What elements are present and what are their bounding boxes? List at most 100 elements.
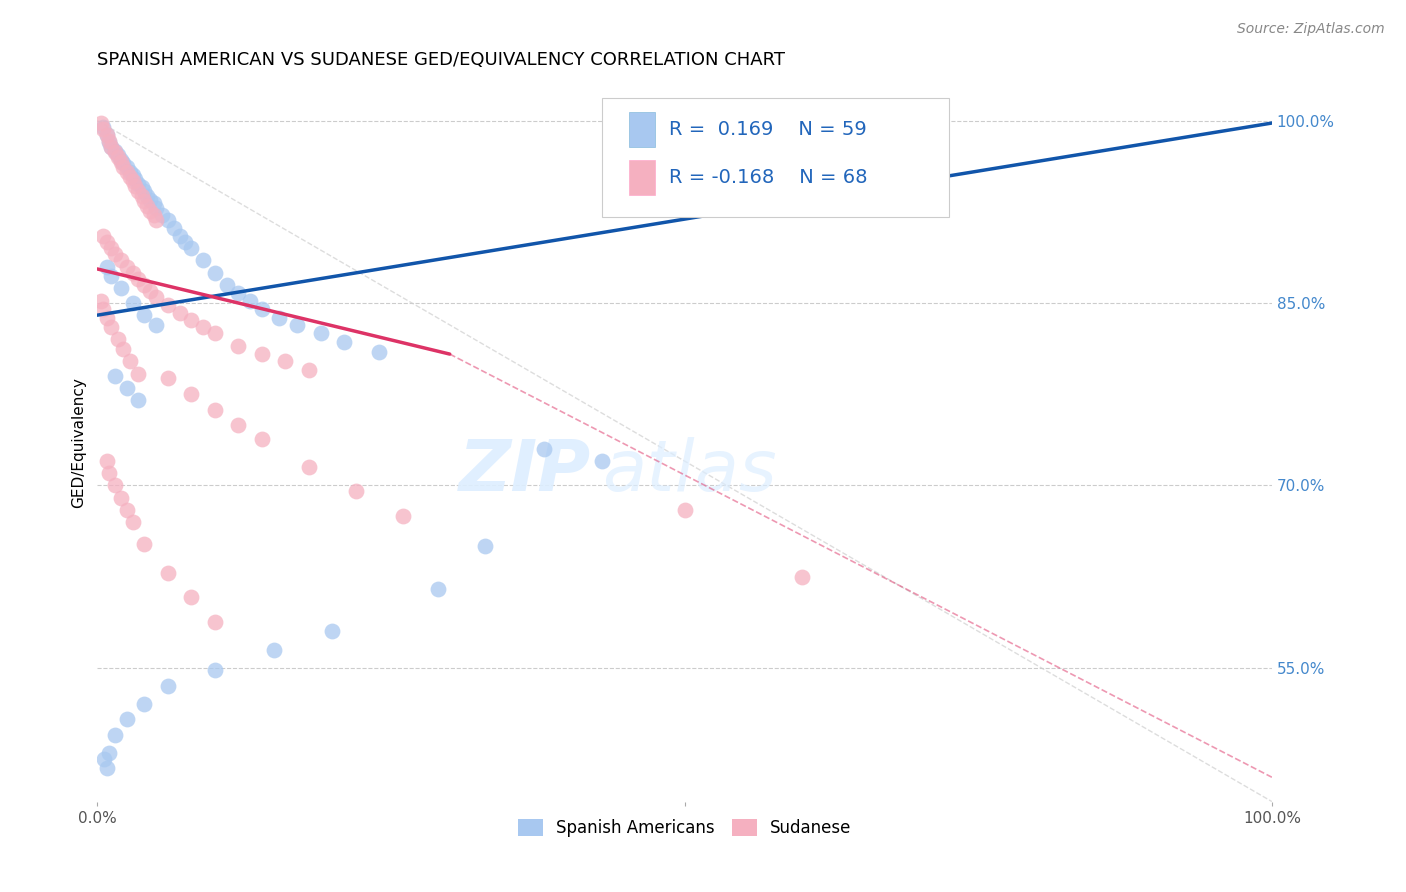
Point — [591, 454, 613, 468]
Point — [156, 566, 179, 580]
Text: ZIP: ZIP — [458, 437, 591, 506]
Point — [263, 642, 285, 657]
Point — [180, 387, 202, 401]
Point — [110, 155, 132, 169]
Point — [180, 313, 202, 327]
Point — [115, 164, 138, 178]
Point — [239, 293, 262, 308]
Point — [250, 432, 273, 446]
Text: R =  0.169    N = 59: R = 0.169 N = 59 — [669, 120, 868, 139]
Point — [134, 698, 156, 712]
Point — [127, 393, 149, 408]
Point — [134, 194, 156, 208]
Point — [169, 229, 191, 244]
Point — [127, 177, 149, 191]
Point — [107, 150, 129, 164]
Point — [127, 184, 149, 198]
Point — [96, 454, 118, 468]
Point — [169, 306, 191, 320]
Point — [96, 128, 118, 143]
Point — [121, 174, 143, 188]
Point — [91, 229, 114, 244]
Point — [104, 728, 127, 742]
Y-axis label: GED/Equivalency: GED/Equivalency — [72, 377, 86, 508]
Point — [142, 196, 165, 211]
Point — [91, 302, 114, 317]
Point — [533, 442, 555, 456]
Point — [98, 136, 121, 150]
FancyBboxPatch shape — [630, 112, 655, 146]
Point — [368, 344, 391, 359]
Point — [204, 615, 226, 629]
Point — [134, 537, 156, 551]
Point — [134, 308, 156, 322]
Point — [100, 140, 122, 154]
Point — [226, 417, 249, 432]
Point — [121, 296, 143, 310]
Point — [145, 213, 167, 227]
Point — [790, 569, 813, 583]
Point — [96, 760, 118, 774]
Point — [274, 354, 297, 368]
Point — [120, 354, 142, 368]
Text: R = -0.168    N = 68: R = -0.168 N = 68 — [669, 168, 868, 187]
Point — [135, 199, 157, 213]
Point — [180, 241, 202, 255]
Point — [115, 260, 138, 274]
Text: atlas: atlas — [602, 437, 778, 506]
Point — [150, 209, 173, 223]
Point — [110, 153, 132, 167]
Point — [174, 235, 197, 250]
Point — [127, 367, 149, 381]
Point — [298, 363, 321, 377]
Point — [104, 478, 127, 492]
Point — [96, 235, 118, 250]
Point — [115, 712, 138, 726]
Point — [474, 539, 496, 553]
Point — [145, 201, 167, 215]
Point — [285, 318, 308, 332]
Point — [100, 269, 122, 284]
Point — [344, 484, 367, 499]
Point — [156, 298, 179, 312]
Point — [309, 326, 332, 341]
Point — [131, 180, 153, 194]
Point — [115, 160, 138, 174]
Point — [156, 213, 179, 227]
Point — [104, 368, 127, 383]
Point — [107, 147, 129, 161]
Point — [156, 371, 179, 385]
Text: SPANISH AMERICAN VS SUDANESE GED/EQUIVALENCY CORRELATION CHART: SPANISH AMERICAN VS SUDANESE GED/EQUIVAL… — [97, 51, 786, 69]
FancyBboxPatch shape — [630, 161, 655, 194]
Point — [90, 293, 112, 308]
Point — [121, 169, 143, 183]
Point — [124, 172, 146, 186]
Point — [91, 120, 114, 134]
Point — [226, 286, 249, 301]
Legend: Spanish Americans, Sudanese: Spanish Americans, Sudanese — [512, 812, 858, 844]
Point — [204, 663, 226, 677]
Point — [91, 122, 114, 136]
Point — [96, 128, 118, 143]
Point — [156, 679, 179, 693]
Point — [112, 160, 135, 174]
Point — [673, 502, 696, 516]
Point — [134, 184, 156, 198]
Point — [112, 156, 135, 170]
Point — [298, 460, 321, 475]
Point — [191, 253, 214, 268]
Point — [121, 266, 143, 280]
Point — [93, 752, 115, 766]
Point — [100, 320, 122, 334]
Point — [110, 491, 132, 505]
Point — [104, 145, 127, 160]
Point — [226, 338, 249, 352]
FancyBboxPatch shape — [602, 98, 949, 217]
Point — [145, 318, 167, 332]
Point — [204, 266, 226, 280]
Point — [142, 209, 165, 223]
Point — [427, 582, 450, 596]
Point — [204, 403, 226, 417]
Point — [98, 134, 121, 148]
Point — [333, 334, 356, 349]
